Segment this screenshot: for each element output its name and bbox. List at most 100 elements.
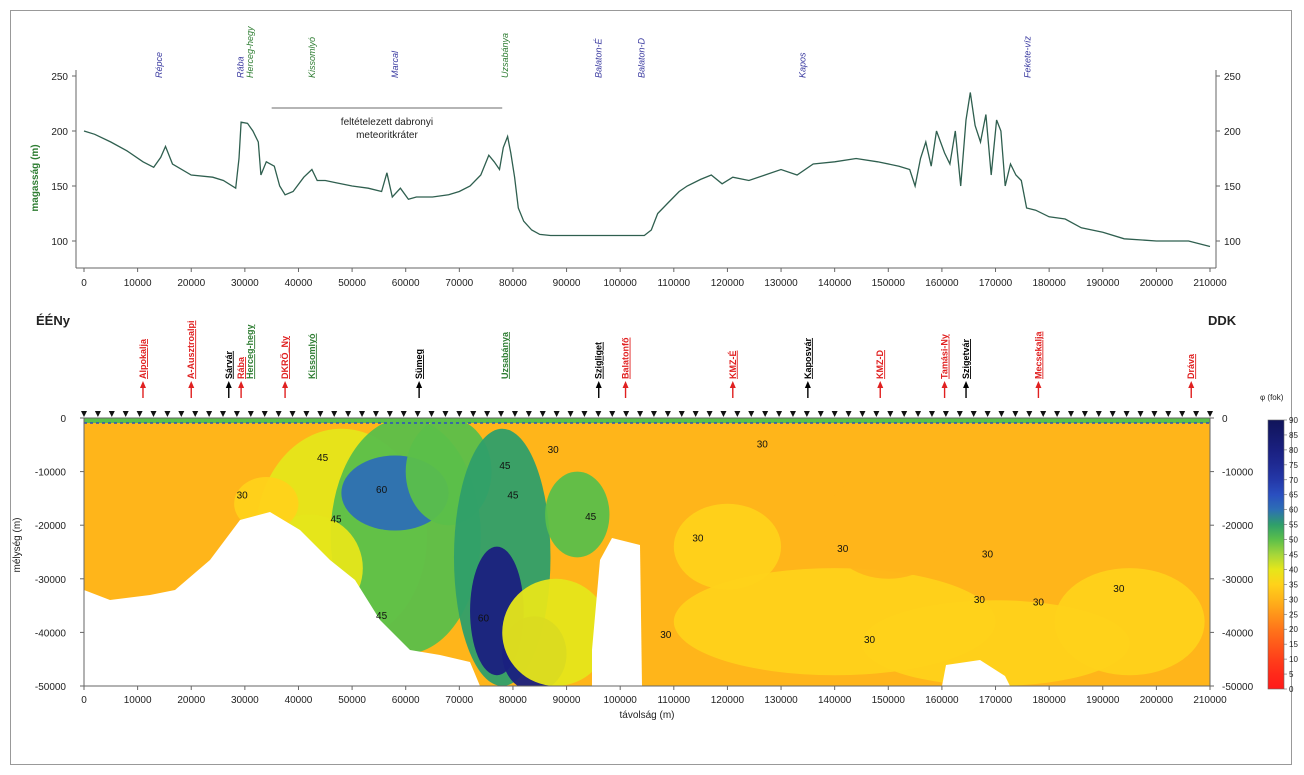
well-label: Szigetvár	[961, 338, 971, 379]
section-x-tick-label: 110000	[657, 695, 690, 706]
contour-label: 30	[864, 635, 876, 646]
station-triangle	[428, 411, 435, 417]
elevation-x-tick-label: 140000	[818, 278, 852, 289]
river-or-place-label: Balaton-É	[594, 37, 604, 78]
well-label: Rába	[236, 356, 246, 379]
station-triangle	[122, 411, 129, 417]
section-x-tick-label: 80000	[499, 695, 527, 706]
section-x-tick-label: 100000	[604, 695, 638, 706]
station-triangle	[150, 411, 157, 417]
contour-label: 45	[585, 512, 597, 523]
surface-band	[84, 418, 1210, 423]
section-x-tick-label: 90000	[553, 695, 581, 706]
station-triangle	[1123, 411, 1130, 417]
contour-label: 45	[499, 461, 511, 472]
elevation-x-tick-label: 200000	[1140, 278, 1174, 289]
station-triangle	[1054, 411, 1061, 417]
phase-zone	[545, 471, 610, 558]
section-x-tick-label: 60000	[392, 695, 420, 706]
station-triangle	[331, 411, 338, 417]
elevation-x-tick-label: 160000	[925, 278, 959, 289]
station-triangle	[609, 411, 616, 417]
station-triangle	[1095, 411, 1102, 417]
contour-label: 30	[692, 533, 704, 544]
station-triangle	[1081, 411, 1088, 417]
river-or-place-label: Kapos	[798, 52, 808, 78]
station-triangle	[637, 411, 644, 417]
station-triangle	[511, 411, 518, 417]
section-y-tick-label-left: -10000	[35, 468, 67, 479]
elevation-line	[83, 92, 1211, 248]
phase-field	[84, 418, 1210, 686]
colorbar-tick-label: 30	[1289, 595, 1298, 604]
station-triangle	[803, 411, 810, 417]
elevation-x-tick-label: 70000	[445, 278, 473, 289]
elevation-x-tick-label: 0	[81, 278, 87, 289]
section-x-tick-label: 0	[81, 695, 87, 706]
elevation-x-tick-label: 150000	[872, 278, 906, 289]
station-triangle	[692, 411, 699, 417]
contour-label: 45	[317, 453, 329, 464]
colorbar-tick-label: 55	[1289, 521, 1298, 530]
elevation-y-tick-label-right: 200	[1224, 127, 1241, 138]
river-or-place-label: Balaton-D	[637, 37, 647, 78]
elevation-y-tick-label-left: 250	[51, 72, 68, 83]
colorbar-tick-label: 85	[1289, 431, 1298, 440]
well-label: Sárvár	[224, 350, 234, 379]
station-triangle	[108, 411, 115, 417]
well-arrow-head	[941, 381, 948, 388]
station-triangle	[178, 411, 185, 417]
well-arrow-head	[225, 381, 232, 388]
station-triangle	[247, 411, 254, 417]
station-triangle	[859, 411, 866, 417]
station-triangle	[776, 411, 783, 417]
contour-label: 30	[837, 544, 849, 555]
well-label: Balatonfő	[621, 337, 631, 379]
elevation-x-tick-label: 80000	[499, 278, 527, 289]
station-triangle	[386, 411, 393, 417]
well-arrow-head	[416, 381, 423, 388]
phase-zone	[502, 578, 610, 686]
section-x-tick-label: 20000	[177, 695, 205, 706]
contour-label: 60	[478, 614, 490, 625]
contour-label: 30	[1113, 584, 1125, 595]
well-label: Sümeg	[414, 349, 424, 379]
section-x-tick-label: 180000	[1032, 695, 1066, 706]
colorbar-tick-label: 70	[1289, 476, 1298, 485]
river-or-place-label: Répce	[154, 52, 164, 78]
contour-label: 45	[507, 490, 519, 501]
elevation-x-tick-label: 210000	[1193, 278, 1227, 289]
figure-frame	[10, 10, 1292, 765]
colorbar-tick-label: 40	[1289, 565, 1298, 574]
station-triangle	[1151, 411, 1158, 417]
well-arrow-head	[282, 381, 289, 388]
colorbar-tick-label: 10	[1289, 655, 1298, 664]
well-label: KMZ-D	[875, 350, 885, 379]
station-triangle	[650, 411, 657, 417]
section-x-tick-label: 30000	[231, 695, 259, 706]
well-label: Uzsabánya	[500, 331, 510, 379]
station-triangle	[136, 411, 143, 417]
station-triangle	[928, 411, 935, 417]
station-triangle	[220, 411, 227, 417]
elevation-x-tick-label: 30000	[231, 278, 259, 289]
well-arrow-head	[963, 381, 970, 388]
section-x-tick-label: 70000	[445, 695, 473, 706]
elevation-x-tick-label: 130000	[764, 278, 798, 289]
well-arrow-head	[804, 381, 811, 388]
colorbar-tick-label: 20	[1289, 625, 1298, 634]
elevation-y-tick-label-right: 100	[1224, 237, 1241, 248]
well-arrow-head	[238, 381, 245, 388]
station-triangle	[664, 411, 671, 417]
contour-label: 45	[376, 611, 388, 622]
station-triangle	[1137, 411, 1144, 417]
section-y-tick-label-left: -30000	[35, 575, 67, 586]
station-triangle	[317, 411, 324, 417]
station-triangle	[678, 411, 685, 417]
section-x-tick-label: 170000	[979, 695, 1013, 706]
well-label: Herceg-hegy	[245, 324, 255, 379]
elevation-ylabel: magasság (m)	[30, 144, 41, 211]
station-triangle	[275, 411, 282, 417]
station-triangle	[206, 411, 213, 417]
